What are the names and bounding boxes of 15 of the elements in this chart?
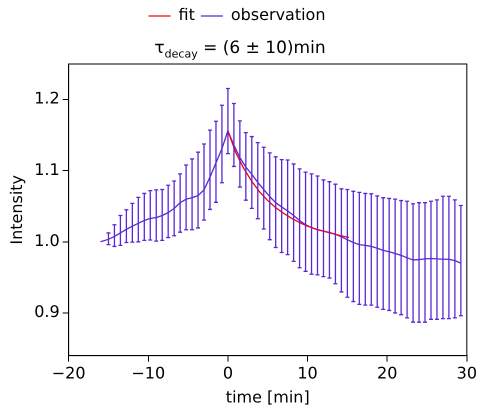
chart-title: τ$_{decay}$ = (6 ± 10)min [153,37,327,62]
y-tick-label: 1.1 [34,160,60,179]
x-tick-label: 30 [456,363,477,382]
y-tick-label: 1.0 [34,230,60,250]
y-tick-label: 0.9 [34,302,60,322]
x-tick-label: −20 [52,363,86,382]
legend-label: fit [178,5,195,24]
y-axis-title: Intensity [6,174,26,245]
x-tick-label: 0 [222,363,234,382]
y-tick-label: 1.2 [34,88,60,108]
x-tick-label: −10 [131,363,166,382]
x-tick-label: 10 [297,363,318,382]
x-tick-label: 20 [377,363,398,382]
x-axis-title: time [min] [226,388,310,407]
legend-label: observation [230,5,326,24]
